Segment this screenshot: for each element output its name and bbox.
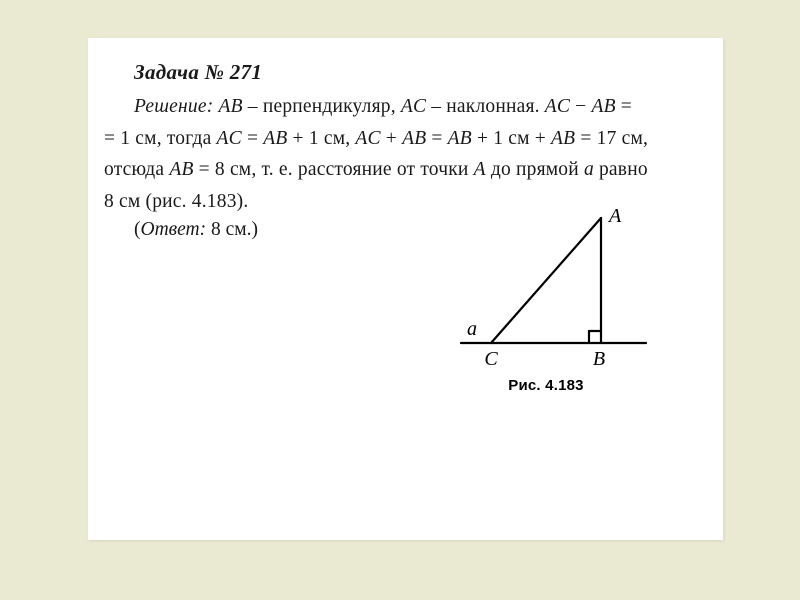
l3-mid2: до прямой <box>486 159 584 180</box>
var-ac-2: AC <box>545 96 570 117</box>
line2-start: = 1 см, тогда <box>104 128 217 149</box>
l2-var6: AB <box>551 128 575 149</box>
l3-var3: a <box>584 159 594 180</box>
svg-text:a: a <box>467 318 477 340</box>
l2-var2: AB <box>263 128 287 149</box>
var-ac-1: AC <box>401 96 426 117</box>
l3-var2: A <box>474 159 486 180</box>
l2-plus3: + 1 см + <box>472 128 551 149</box>
l2-plus1: + 1 см, <box>287 128 355 149</box>
answer-value: 8 см.) <box>206 219 258 240</box>
svg-text:C: C <box>484 348 498 370</box>
answer-label: Ответ: <box>141 219 207 240</box>
l2-var4: AB <box>402 128 426 149</box>
text-eq1: = <box>616 96 632 117</box>
solution-label: Решение: <box>134 96 213 117</box>
l3-end: равно <box>594 159 648 180</box>
solution-body: Решение: AB – перпендикуляр, AC – наклон… <box>104 91 707 217</box>
l2-plus2: + <box>381 128 402 149</box>
problem-title: Задача № 271 <box>134 60 707 85</box>
l2-var1: AC <box>217 128 242 149</box>
svg-text:B: B <box>593 348 605 370</box>
slide-content: Задача № 271 Решение: AB – перпендикуляр… <box>88 38 723 540</box>
l2-var5: AB <box>448 128 472 149</box>
l2-var3: AC <box>355 128 380 149</box>
line3-start: отсюда <box>104 159 169 180</box>
l2-end: = 17 см, <box>575 128 648 149</box>
text-part1: – перпендикуляр, <box>243 96 401 117</box>
var-ab-2: AB <box>591 96 615 117</box>
svg-text:A: A <box>607 205 622 227</box>
var-ab-1: AB <box>219 96 243 117</box>
l3-mid: = 8 см, т. е. расстояние от точки <box>194 159 474 180</box>
text-part2: – наклонная. <box>426 96 545 117</box>
l3-var1: AB <box>169 159 193 180</box>
triangle-diagram: A B Ca <box>431 203 661 373</box>
l2-eq2: = <box>426 128 447 149</box>
text-minus: − <box>570 96 591 117</box>
figure-container: A B Ca Рис. 4.183 <box>431 203 661 403</box>
figure-caption: Рис. 4.183 <box>431 377 661 394</box>
line4: 8 см (рис. 4.183). <box>104 191 248 212</box>
l2-eq: = <box>242 128 263 149</box>
